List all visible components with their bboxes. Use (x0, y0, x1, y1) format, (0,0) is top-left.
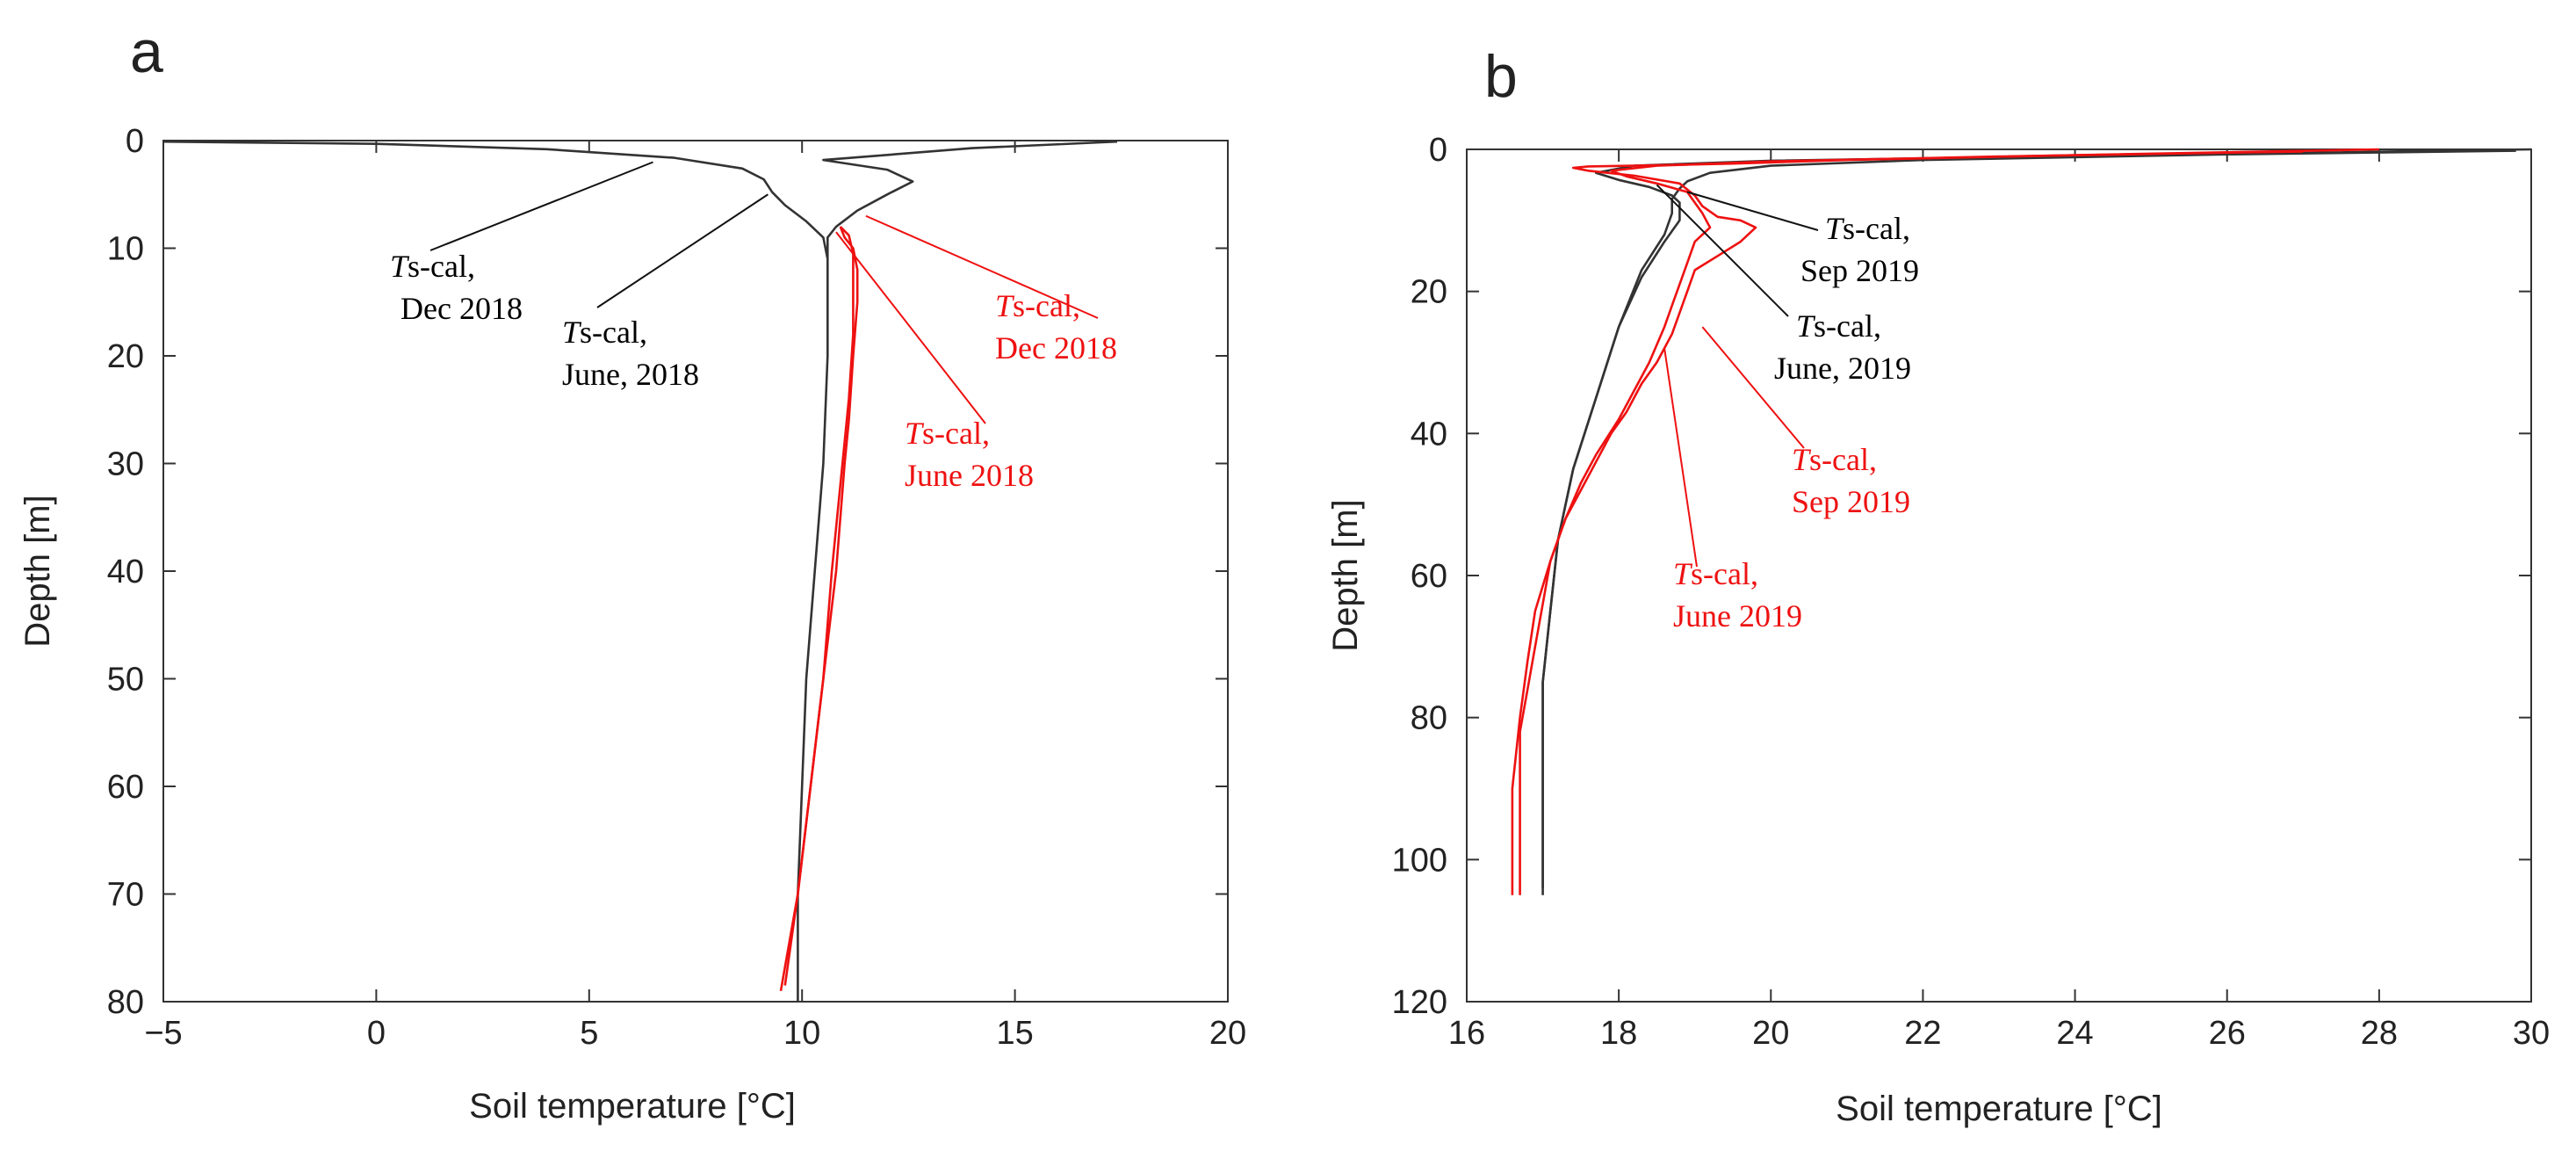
panel-b-annotation-june2019-red: Ts-cal, June 2019 (1673, 556, 1802, 634)
panel-a-y-axis: 0 10 20 30 40 50 60 70 80 (107, 123, 1228, 1021)
panel-a-annotation-june2018-black: Ts-cal, June, 2018 (562, 315, 699, 392)
panel-b-annotation-sep2019-red-line2: Sep 2019 (1792, 484, 1910, 519)
panel-a-annotation-june2018-red: Ts-cal, June 2018 (905, 416, 1034, 493)
panel-b-annotation-sep2019-red-s: s-cal, (1809, 442, 1877, 477)
panel-a-y-tick-label-3: 30 (107, 446, 144, 483)
panel-b-x-tick-label-5: 26 (2209, 1015, 2246, 1052)
panel-a-y-tick-label-2: 20 (107, 338, 144, 375)
panel-a-leader-line-0 (429, 161, 653, 251)
panel-a-x-axis: −5 0 5 10 15 20 (144, 141, 1246, 1052)
panel-a-y-tick-label-1: 10 (107, 231, 144, 268)
panel-b-y-tick-label-6: 120 (1392, 984, 1447, 1021)
panel-a-y-tick-label-0: 0 (126, 123, 144, 160)
panel-a-y-tick-label-7: 70 (107, 877, 144, 914)
panel-a-annotation-dec2018-black-line2: Dec 2018 (400, 291, 523, 326)
panel-a-annotation-dec2018-red-s: s-cal, (1013, 288, 1080, 323)
panel-b-x-tick-label-6: 28 (2361, 1015, 2398, 1052)
panel-b-leader-line-0 (1686, 191, 1819, 231)
panel-a-annotation-dec2018-red-t: T (995, 288, 1015, 323)
panel-b-series-line-2 (1519, 148, 2379, 895)
panel-b-chart: b 16 18 20 22 24 26 28 30 0 20 40 60 80 100 120 Soil … (1326, 43, 2550, 1128)
panel-a-x-axis-label-text: Soil temperature [°C] (469, 1087, 796, 1126)
panel-a-series-line-2 (783, 226, 859, 986)
panel-b-x-tick-label-7: 30 (2513, 1015, 2550, 1052)
panel-a-x-tick-label-3: 10 (783, 1015, 820, 1052)
panel-b-series-line-3 (1511, 150, 2304, 895)
panel-a-annotation-dec2018-red: Ts-cal, Dec 2018 (995, 288, 1117, 366)
panel-b-x-tick-label-2: 20 (1752, 1015, 1789, 1052)
panel-a-y-axis-label: Depth [m] (18, 495, 57, 647)
panel-a-leader-line-1 (596, 193, 768, 308)
panel-a-x-tick-label-5: 20 (1209, 1015, 1246, 1052)
panel-a-leader-line-2 (865, 214, 1099, 319)
panel-a-annotation-dec2018-black-t: T (390, 249, 410, 284)
panel-a-x-tick-label-4: 15 (996, 1015, 1033, 1052)
panel-a-annotation-june2018-red-t: T (905, 416, 925, 451)
panel-a-x-tick-label-0: −5 (144, 1015, 182, 1052)
panel-b-annotation-sep2019-black-s: s-cal, (1843, 211, 1910, 246)
panel-b-annotation-june2019-black-line2: June, 2019 (1774, 351, 1911, 386)
panel-b-x-tick-label-0: 16 (1448, 1015, 1485, 1052)
panel-b-annotation-sep2019-black-line2: Sep 2019 (1800, 253, 1919, 288)
panel-b-series-group (1511, 148, 2532, 895)
panel-b-plot-frame (1466, 148, 2532, 1003)
panel-b-annotation-june2019-black-s: s-cal, (1814, 308, 1881, 344)
panel-b-annotation-june2019-red-t: T (1673, 556, 1693, 591)
panel-a-annotation-dec2018-black: Ts-cal, Dec 2018 (390, 249, 523, 326)
panel-b-label: b (1484, 43, 1518, 110)
panel-a-y-tick-label-4: 40 (107, 554, 144, 590)
panel-a-annotation-june2018-red-s: s-cal, (922, 416, 990, 451)
panel-b-y-tick-label-0: 0 (1429, 132, 1447, 169)
panel-b-annotation-june2019-black-t: T (1796, 308, 1816, 344)
panel-b-annotation-sep2019-black: Ts-cal, Sep 2019 (1800, 211, 1919, 288)
panel-a-series-line-0 (162, 140, 829, 1002)
panel-b-annotation-sep2019-black-t: T (1825, 211, 1845, 246)
panel-a-x-tick-label-2: 5 (580, 1015, 598, 1052)
panel-b-annotation-sep2019-red: Ts-cal, Sep 2019 (1792, 442, 1910, 519)
panel-b-annotation-june2019-black: Ts-cal, June, 2019 (1774, 308, 1911, 386)
panel-a-annotation-june2018-black-s: s-cal, (580, 315, 647, 350)
panel-b-leader-line-1 (1656, 184, 1789, 317)
panel-a-chart: a −5 0 5 10 15 20 0 10 20 30 40 50 60 70 80 Soil temp… (18, 18, 1246, 1126)
panel-b-x-axis-label: Soil temperature [°C] (1836, 1090, 2162, 1128)
panel-a-y-tick-label-5: 50 (107, 662, 144, 699)
panel-a-x-tick-label-1: 0 (367, 1015, 386, 1052)
panel-a-label: a (130, 18, 163, 85)
panel-a-leader-lines (429, 161, 1099, 424)
panel-b-x-axis: 16 18 20 22 24 26 28 30 (1448, 149, 2550, 1052)
panel-b-x-tick-label-3: 22 (1904, 1015, 1941, 1052)
panel-b-leader-line-3 (1663, 348, 1698, 568)
panel-a-series-line-1 (822, 140, 1118, 259)
panel-b-x-tick-label-4: 24 (2056, 1015, 2093, 1052)
panel-b-annotation-june2019-red-line2: June 2019 (1673, 598, 1802, 634)
panel-a-plot-frame (162, 140, 1229, 1003)
panel-b-y-tick-label-1: 20 (1411, 274, 1447, 311)
panel-a-y-tick-label-6: 60 (107, 769, 144, 806)
panel-b-leader-line-2 (1701, 326, 1805, 449)
panel-a-y-tick-label-8: 80 (107, 984, 144, 1021)
panel-b-y-tick-label-3: 60 (1411, 558, 1447, 595)
panel-a-x-axis-label: Soil temperature [°C] (469, 1087, 796, 1126)
panel-a-annotation-june2018-black-t: T (562, 315, 582, 350)
panel-a-annotation-dec2018-black-s: s-cal, (408, 249, 475, 284)
panel-b-x-tick-label-1: 18 (1600, 1015, 1637, 1052)
panel-b-annotation-june2019-red-s: s-cal, (1691, 556, 1758, 591)
panel-a-annotation-june2018-red-line2: June 2018 (905, 458, 1034, 493)
panel-a-series-group (162, 140, 1118, 1002)
panel-b-x-axis-label-text: Soil temperature [°C] (1836, 1090, 2162, 1128)
panel-b-series-line-1 (1541, 149, 2516, 888)
panel-a-annotation-june2018-black-line2: June, 2018 (562, 357, 699, 392)
panel-b-y-axis-label: Depth [m] (1326, 499, 1365, 651)
panel-a-series-line-3 (779, 226, 855, 992)
panel-b-leader-lines (1656, 184, 1819, 568)
panel-b-y-axis: 0 20 40 60 80 100 120 (1392, 132, 2531, 1021)
panel-b-y-tick-label-4: 80 (1411, 700, 1447, 737)
panel-b-annotation-sep2019-red-t: T (1792, 442, 1812, 477)
panel-b-y-tick-label-5: 100 (1392, 842, 1447, 879)
panel-a-leader-line-3 (835, 231, 986, 424)
panel-a-annotation-dec2018-red-line2: Dec 2018 (995, 330, 1117, 366)
panel-b-y-tick-label-2: 40 (1411, 416, 1447, 453)
